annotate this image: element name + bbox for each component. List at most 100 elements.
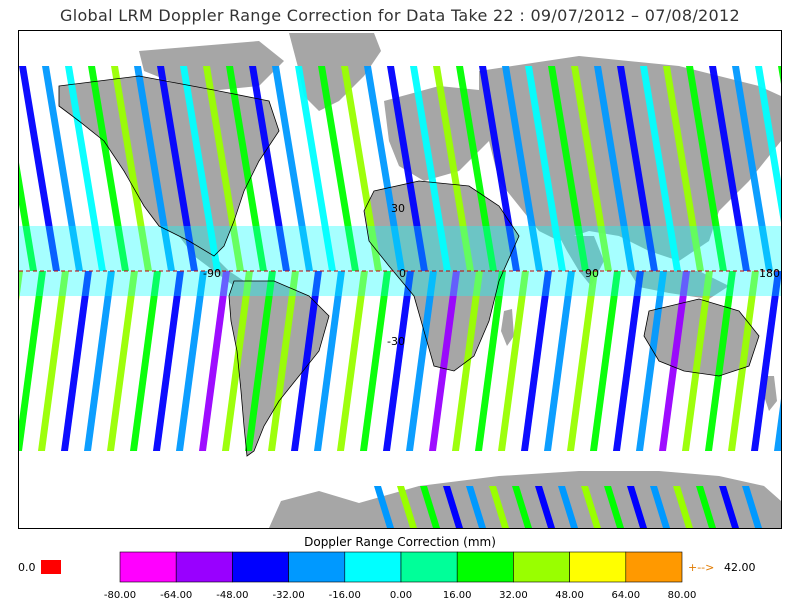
- track-segment-south: [360, 271, 391, 451]
- track-segment-south: [245, 271, 276, 451]
- track-segment-north: [65, 66, 106, 271]
- colorbar-tick-label: -64.00: [160, 590, 192, 600]
- track-segment-antarctic: [443, 486, 463, 528]
- track-segment-north: [341, 66, 382, 271]
- track-segment-north: [410, 66, 451, 271]
- track-segment-north: [548, 66, 589, 271]
- chart-title: Global LRM Doppler Range Correction for …: [60, 6, 740, 25]
- track-segment-north: [663, 66, 704, 271]
- track-segment-south: [199, 271, 230, 451]
- track-segment-south: [107, 271, 138, 451]
- track-segment-south: [291, 271, 322, 451]
- track-segment-south: [544, 271, 575, 451]
- lon-label-180: 180: [759, 267, 780, 280]
- colorbar-cell: [175, 551, 233, 583]
- track-segment-south: [383, 271, 414, 451]
- track-segment-north: [640, 66, 681, 271]
- overflow-value: 42.00: [724, 561, 756, 574]
- colorbar-ticks: -80.00 -64.00 -48.00 -32.00 -16.00 0.00 16.00 3…: [104, 590, 696, 600]
- track-segment-south: [406, 271, 437, 451]
- track-segment-north: [387, 66, 428, 271]
- track-segment-south: [176, 271, 207, 451]
- track-segment-south: [659, 271, 690, 451]
- colorbar-tick-label: 80.00: [668, 590, 697, 600]
- colorbar-tick-label: -16.00: [329, 590, 361, 600]
- track-segment-north: [456, 66, 497, 271]
- track-segment-south: [636, 271, 667, 451]
- land-antarctica: [269, 471, 781, 528]
- track-segment-antarctic: [397, 486, 417, 528]
- track-segment-north: [226, 66, 267, 271]
- colorbar-tick-label: -48.00: [216, 590, 248, 600]
- track-segment-north: [755, 66, 781, 223]
- lat-label-30: 30: [391, 202, 405, 215]
- track-segment-south: [429, 271, 460, 451]
- track-segment-north: [111, 66, 152, 271]
- coastline-outline: [58, 75, 760, 457]
- track-segment-south: [498, 271, 529, 451]
- colorbar-tick-label: 64.00: [611, 590, 640, 600]
- colorbar-tick-label: -32.00: [272, 590, 304, 600]
- track-segment-south: [130, 271, 161, 451]
- land-new-zealand: [764, 376, 777, 411]
- track-segment-north: [19, 162, 37, 271]
- track-segment-north: [525, 66, 566, 271]
- track-segment-north: [19, 66, 60, 271]
- track-segment-north: [571, 66, 612, 271]
- colorbar-cell: [569, 551, 627, 583]
- colorbar-cell: [625, 551, 683, 583]
- colorbar-tick-label: 48.00: [555, 590, 584, 600]
- track-segment-antarctic: [374, 486, 394, 528]
- track-segment-north: [272, 66, 313, 271]
- track-segment-north: [364, 66, 405, 271]
- track-segment-south: [222, 271, 253, 451]
- track-segment-antarctic: [742, 486, 762, 528]
- map-svg: 30 0 -30 -90 90 180: [19, 33, 781, 528]
- colorbar-tick-label: -80.00: [104, 590, 136, 600]
- track-segment-antarctic: [535, 486, 555, 528]
- colorbar-cell: [344, 551, 402, 583]
- track-segment-south: [337, 271, 368, 451]
- land-greenland: [289, 33, 381, 111]
- colorbar-cells: [119, 551, 683, 583]
- colorbar-cell: [456, 551, 514, 583]
- track-segment-south: [19, 271, 23, 301]
- track-segment-antarctic: [512, 486, 532, 528]
- track-segment-antarctic: [558, 486, 578, 528]
- track-segment-south: [153, 271, 184, 451]
- track-segment-south: [38, 271, 69, 451]
- track-segment-antarctic: [420, 486, 440, 528]
- overflow-arrow-label: +-->: [688, 561, 715, 574]
- track-segment-south: [682, 271, 713, 451]
- colorbar-cell: [119, 551, 177, 583]
- track-segment-north: [203, 66, 244, 271]
- track-segment-south: [774, 398, 781, 451]
- track-segment-north: [157, 66, 198, 271]
- track-segment-south: [613, 271, 644, 451]
- track-segment-north: [180, 66, 221, 271]
- track-segment-north: [709, 66, 750, 271]
- track-segment-antarctic: [489, 486, 509, 528]
- track-segment-north: [502, 66, 543, 271]
- lon-label-90: 90: [585, 267, 599, 280]
- track-segment-antarctic: [650, 486, 670, 528]
- colorbar-tick-label: 16.00: [443, 590, 472, 600]
- lat-label-0: 0: [399, 267, 406, 280]
- track-segment-south: [475, 271, 506, 451]
- lat-label-minus-30: -30: [387, 335, 405, 348]
- land-madagascar: [501, 309, 514, 346]
- track-segment-north: [594, 66, 635, 271]
- track-segment-south: [590, 271, 621, 451]
- track-segment-south: [314, 271, 345, 451]
- track-segment-antarctic: [719, 486, 739, 528]
- nodata-swatch: [41, 560, 61, 574]
- colorbar-title: Doppler Range Correction (mm): [304, 535, 496, 549]
- nodata-label: 0.0: [18, 561, 36, 574]
- colorbar-cell: [288, 551, 346, 583]
- track-segment-south: [19, 271, 46, 451]
- track-segment-south: [521, 271, 552, 451]
- track-segment-south: [567, 271, 598, 451]
- satellite-tracks: [19, 66, 781, 528]
- track-segment-antarctic: [466, 486, 486, 528]
- track-segment-north: [318, 66, 359, 271]
